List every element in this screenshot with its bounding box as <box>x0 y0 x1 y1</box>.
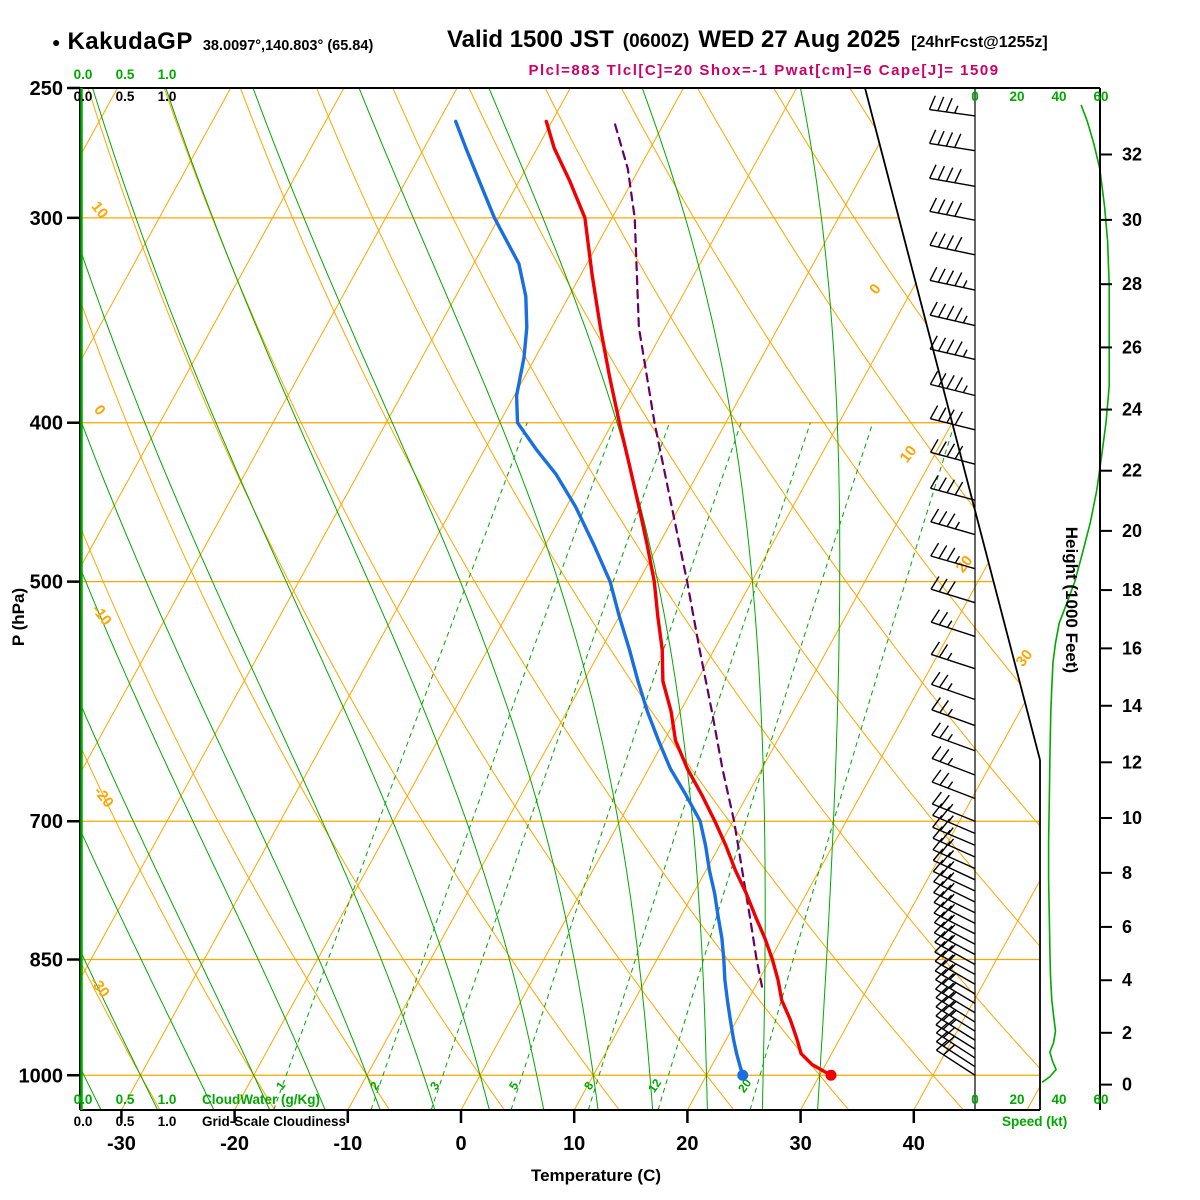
station-bullet-icon: ● <box>52 34 61 50</box>
svg-text:8: 8 <box>1122 863 1132 883</box>
cw-tick: 0.5 <box>115 67 135 82</box>
valid-time-z: (0600Z) <box>622 31 690 52</box>
speed-tick: 40 <box>1051 89 1067 104</box>
svg-text:250: 250 <box>30 78 63 100</box>
svg-text:10: 10 <box>897 442 921 466</box>
forecast-lead: [24hrFcst@1255z] <box>911 34 1048 51</box>
svg-text:20: 20 <box>953 552 977 576</box>
speed-tick: 60 <box>1093 1092 1109 1107</box>
cloudiness-tick: 0.0 <box>73 89 93 104</box>
svg-text:22: 22 <box>1122 461 1142 481</box>
speed-tick: 0 <box>971 89 979 104</box>
svg-text:1: 1 <box>273 1079 288 1093</box>
svg-text:30: 30 <box>1013 646 1037 670</box>
svg-text:30: 30 <box>789 1133 811 1155</box>
svg-text:0: 0 <box>866 281 885 298</box>
svg-text:12: 12 <box>1122 752 1142 772</box>
cw-tick: 0.0 <box>73 1092 93 1107</box>
svg-text:24: 24 <box>1122 400 1142 420</box>
svg-text:500: 500 <box>30 572 63 594</box>
svg-text:300: 300 <box>30 208 63 230</box>
svg-text:850: 850 <box>30 950 63 972</box>
svg-text:3: 3 <box>427 1079 442 1093</box>
svg-text:-20: -20 <box>90 783 117 811</box>
svg-text:16: 16 <box>1122 638 1142 658</box>
cloudiness-scale-bottom: 0.0 0.5 1.0 Grid-Scale Cloudiness <box>62 1114 346 1129</box>
svg-text:-10: -10 <box>88 601 115 629</box>
station-name: KakudaGP <box>67 28 193 55</box>
speed-tick: 20 <box>1009 89 1025 104</box>
svg-text:10: 10 <box>88 198 112 222</box>
svg-text:26: 26 <box>1122 337 1142 357</box>
cw-tick: 0.5 <box>115 1092 135 1107</box>
svg-text:12: 12 <box>645 1076 664 1095</box>
cw-tick: 1.0 <box>157 67 177 82</box>
svg-text:700: 700 <box>30 811 63 833</box>
svg-text:2: 2 <box>1122 1023 1132 1043</box>
cloudiness-tick: 0.0 <box>73 1114 93 1129</box>
svg-text:30: 30 <box>1122 210 1142 230</box>
cloudwater-scale-top: 0.0 0.5 1.0 <box>62 67 188 82</box>
cloudiness-tick: 1.0 <box>157 1114 177 1129</box>
cloudwater-axis-label: CloudWater (g/Kg) <box>202 1092 320 1107</box>
svg-text:32: 32 <box>1122 144 1142 164</box>
thermo-params-line: Plcl=883 Tlcl[C]=20 Shox=-1 Pwat[cm]=6 C… <box>528 62 1000 79</box>
svg-text:6: 6 <box>1122 917 1132 937</box>
svg-text:5: 5 <box>506 1079 521 1093</box>
station-coords: 38.0097°,140.803° (65.84) <box>202 37 374 54</box>
cloudiness-tick: 0.5 <box>115 89 135 104</box>
speed-scale-bottom: 0 20 40 60 <box>954 1092 1122 1107</box>
svg-text:10: 10 <box>1122 808 1142 828</box>
valid-time-main: Valid 1500 JST <box>447 26 614 53</box>
svg-text:-10: -10 <box>333 1133 362 1155</box>
svg-text:18: 18 <box>1122 580 1142 600</box>
svg-text:0: 0 <box>1122 1075 1132 1095</box>
station-header: ● KakudaGP 38.0097°,140.803° (65.84) <box>52 28 373 56</box>
svg-text:28: 28 <box>1122 274 1142 294</box>
cloudiness-tick: 1.0 <box>157 89 177 104</box>
valid-time-header: Valid 1500 JST (0600Z) WED 27 Aug 2025 [… <box>447 26 1048 54</box>
svg-text:20: 20 <box>676 1133 698 1155</box>
speed-tick: 60 <box>1093 89 1109 104</box>
svg-text:14: 14 <box>1122 696 1142 716</box>
cloudwater-scale-bottom: 0.0 0.5 1.0 CloudWater (g/Kg) <box>62 1092 320 1107</box>
svg-text:P (hPa): P (hPa) <box>9 588 28 646</box>
svg-text:0: 0 <box>90 402 109 419</box>
svg-text:-20: -20 <box>220 1133 249 1155</box>
cloudiness-axis-label: Grid-Scale Cloudiness <box>202 1114 347 1129</box>
svg-text:-30: -30 <box>86 973 113 1001</box>
svg-text:Temperature (C): Temperature (C) <box>531 1166 661 1185</box>
svg-text:40: 40 <box>903 1133 925 1155</box>
valid-date: WED 27 Aug 2025 <box>698 26 901 53</box>
speed-tick: 20 <box>1009 1092 1025 1107</box>
speed-scale-top: 0 20 40 60 <box>954 89 1122 104</box>
svg-text:Height (1000 Feet): Height (1000 Feet) <box>1062 527 1081 673</box>
svg-text:1000: 1000 <box>19 1065 64 1087</box>
svg-text:0: 0 <box>455 1133 466 1155</box>
speed-axis-label: Speed (kt) <box>1002 1114 1068 1129</box>
speed-tick: 0 <box>971 1092 979 1107</box>
svg-text:2: 2 <box>367 1079 382 1093</box>
svg-text:20: 20 <box>1122 521 1142 541</box>
cw-tick: 0.0 <box>73 67 93 82</box>
svg-text:4: 4 <box>1122 970 1132 990</box>
svg-text:10: 10 <box>563 1133 585 1155</box>
cloudiness-scale-top: 0.0 0.5 1.0 <box>62 89 188 104</box>
speed-tick: 40 <box>1051 1092 1067 1107</box>
cw-tick: 1.0 <box>157 1092 177 1107</box>
cloudiness-tick: 0.5 <box>115 1114 135 1129</box>
svg-text:-30: -30 <box>107 1133 136 1155</box>
svg-text:400: 400 <box>30 413 63 435</box>
